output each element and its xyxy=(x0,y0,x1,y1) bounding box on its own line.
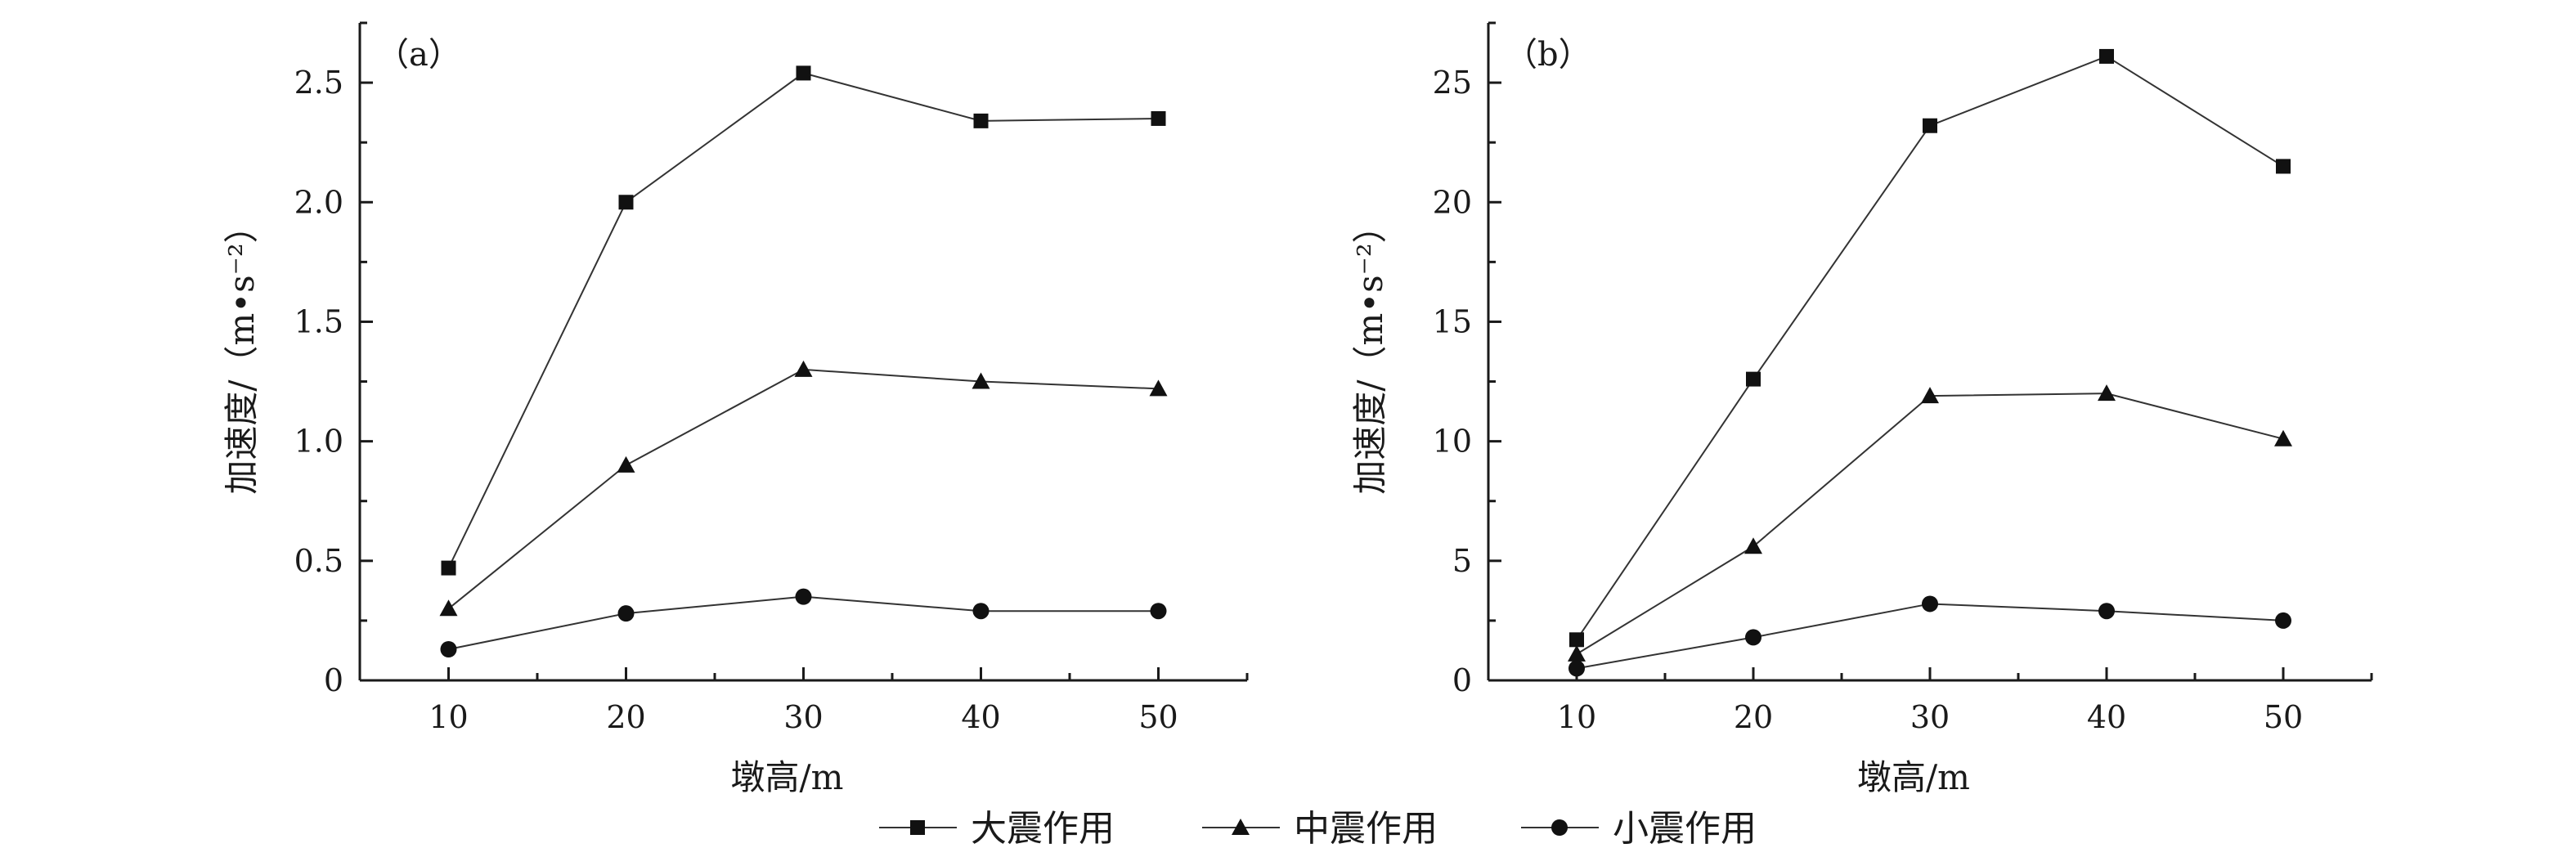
legend: 大震作用 中震作用 小震作用 xyxy=(879,808,1757,850)
x-axis-title: 墩高/m xyxy=(1857,757,1970,797)
y-tick-label: 2.5 xyxy=(294,65,343,101)
data-point-circle xyxy=(795,588,812,605)
x-tick-label: 40 xyxy=(2087,699,2126,735)
series-line-square xyxy=(447,72,1159,569)
panel-label-b: （b） xyxy=(1505,36,1591,74)
y-tick-label: 0 xyxy=(1452,662,1472,698)
data-point-circle xyxy=(1922,595,1938,612)
data-point-square xyxy=(1151,110,1166,126)
y-tick-label: 25 xyxy=(1433,65,1472,101)
data-point-triangle xyxy=(2098,384,2116,402)
y-tick-label: 0.5 xyxy=(294,543,343,579)
data-point-triangle xyxy=(1149,379,1168,397)
data-point-triangle xyxy=(972,372,990,389)
y-tick-label: 0 xyxy=(324,662,343,698)
data-point-square xyxy=(2276,159,2291,174)
x-tick-label: 10 xyxy=(1557,699,1596,735)
y-tick-label: 15 xyxy=(1433,303,1472,339)
y-axis-title: 加速度/（m•s⁻²） xyxy=(222,209,262,494)
legend-label: 大震作用 xyxy=(971,808,1115,850)
y-tick-label: 2.0 xyxy=(294,184,343,220)
data-point-triangle xyxy=(1568,644,1586,662)
data-point-square xyxy=(441,560,456,576)
y-tick-label: 1.5 xyxy=(294,303,343,339)
y-tick-label: 1.0 xyxy=(294,424,343,460)
series-line-triangle xyxy=(447,368,1159,610)
x-tick-label: 30 xyxy=(1910,699,1950,735)
data-point-square xyxy=(973,113,989,128)
x-tick-label: 20 xyxy=(1734,699,1773,735)
data-point-square xyxy=(618,195,634,210)
y-tick-label: 5 xyxy=(1452,543,1472,579)
data-point-triangle xyxy=(1744,537,1762,554)
data-point-square xyxy=(2099,48,2114,64)
data-point-square xyxy=(1569,632,1584,648)
x-tick-label: 20 xyxy=(606,699,645,735)
y-tick-label: 10 xyxy=(1433,424,1472,460)
data-point-circle xyxy=(2275,612,2291,629)
data-point-triangle xyxy=(617,455,635,473)
x-tick-label: 40 xyxy=(961,699,1000,735)
series-line-square xyxy=(1576,55,2284,640)
x-tick-label: 30 xyxy=(783,699,823,735)
chart-panel-a: 0 0.5 1.0 1.5 2.0 2.5 10 20 30 40 50 墩高/m 加速度/（m•s⁻²… xyxy=(222,21,1249,797)
data-point-circle xyxy=(1745,629,1761,646)
data-point-circle xyxy=(1568,660,1585,677)
data-point-triangle xyxy=(794,360,813,377)
x-tick-label: 10 xyxy=(429,699,468,735)
data-point-circle xyxy=(617,605,635,622)
chart-panel-b: 0 5 10 15 20 25 10 20 30 40 50 墩高/m 加速度/（m•s⁻²） （b） xyxy=(1350,21,2373,797)
data-point-circle xyxy=(972,603,990,620)
data-point-square xyxy=(1746,371,1761,387)
data-point-triangle xyxy=(2274,429,2292,446)
x-tick-label: 50 xyxy=(1138,699,1178,735)
data-point-circle xyxy=(440,640,457,657)
data-point-square xyxy=(1923,118,1937,133)
legend-marker-square xyxy=(910,820,925,835)
legend-marker-triangle xyxy=(1232,819,1250,835)
x-axis-title: 墩高/m xyxy=(731,757,844,797)
y-tick-label: 20 xyxy=(1433,184,1472,220)
data-point-triangle xyxy=(1921,387,1939,404)
legend-label: 中震作用 xyxy=(1294,808,1438,850)
x-tick-label: 50 xyxy=(2264,699,2303,735)
panel-label-a: （a） xyxy=(376,36,461,74)
legend-marker-circle xyxy=(1551,819,1568,836)
data-point-triangle xyxy=(439,599,458,617)
data-point-square xyxy=(796,65,811,81)
legend-label: 小震作用 xyxy=(1613,808,1757,850)
y-axis-title: 加速度/（m•s⁻²） xyxy=(1350,209,1390,494)
series-line-circle xyxy=(1576,603,2284,670)
data-point-circle xyxy=(2098,603,2115,620)
data-point-circle xyxy=(1150,603,1167,620)
